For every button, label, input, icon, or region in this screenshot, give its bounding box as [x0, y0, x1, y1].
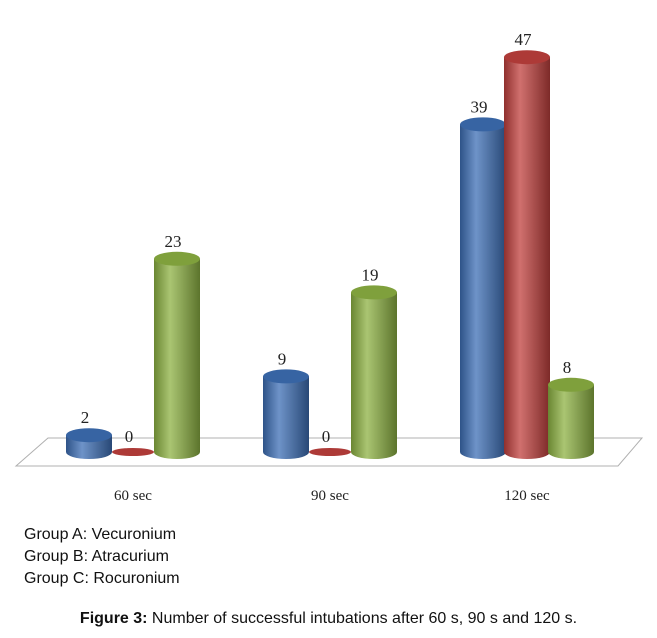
bar-b-2: [309, 448, 351, 456]
figure-label: Figure 3:: [79, 610, 148, 627]
bar-c-2: [351, 285, 397, 459]
figure-caption: Figure 3: Number of successful intubatio…: [0, 610, 657, 628]
bar-a-3: [460, 117, 506, 460]
bar-c-1: [154, 251, 200, 459]
labels-layer: 2 0 23 60 sec 9 0 19 90 sec 39 47 8 120 sec: [81, 30, 572, 504]
value-label-a-1: 2: [81, 408, 90, 427]
caption-text: Number of successful intubations after 6…: [147, 610, 578, 627]
legend-line-group-a: Group A: Vecuronium: [24, 526, 177, 543]
value-label-b-2: 0: [322, 427, 331, 446]
value-label-b-3: 47: [515, 30, 533, 49]
category-label-2: 90 sec: [311, 488, 349, 504]
bar-b-1: [112, 448, 154, 456]
value-label-c-3: 8: [563, 358, 572, 377]
legend: Group A: Vecuronium Group B: Atracurium …: [24, 524, 180, 590]
chart-area: 2 0 23 60 sec 9 0 19 90 sec 39 47 8 120 sec: [14, 30, 644, 504]
value-label-a-3: 39: [471, 97, 488, 116]
bar-a-1: [66, 428, 112, 459]
value-label-c-2: 19: [362, 265, 379, 284]
bar-b-3: [504, 50, 550, 459]
bar-a-2: [263, 369, 309, 459]
category-label-1: 60 sec: [114, 488, 152, 504]
value-label-a-2: 9: [278, 349, 287, 368]
legend-line-group-c: Group C: Rocuronium: [24, 570, 180, 587]
category-label-3: 120 sec: [504, 488, 550, 504]
value-label-b-1: 0: [125, 427, 134, 446]
legend-line-group-b: Group B: Atracurium: [24, 548, 169, 565]
bar-chart: 2 0 23 60 sec 9 0 19 90 sec 39 47 8 120 sec: [14, 30, 644, 504]
bars-layer: [66, 50, 594, 460]
bar-c-3: [548, 377, 594, 459]
value-label-c-1: 23: [165, 232, 182, 251]
